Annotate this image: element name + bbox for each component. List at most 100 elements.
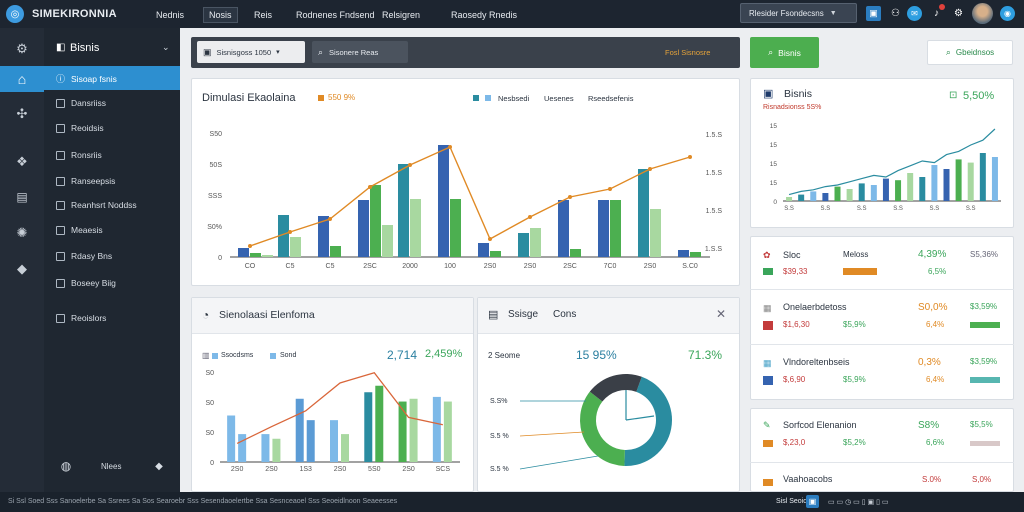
sidebar-footer[interactable]: Nlees — [101, 462, 122, 471]
bar — [786, 197, 793, 201]
trend-line — [236, 371, 443, 444]
x-tick-label: 100 — [444, 263, 456, 270]
leaf-icon: ✎ — [763, 420, 771, 430]
primary-button[interactable]: ⌕ Bisnis — [750, 37, 819, 68]
main-chart-title: Dimulasi Ekaolaina — [202, 92, 296, 104]
bar — [370, 185, 381, 257]
table-icon: ▤ — [488, 309, 499, 321]
legend-item: Uesenes — [544, 94, 574, 103]
bar — [979, 153, 986, 201]
y-tick-label: 0 — [210, 460, 214, 467]
trend-point — [648, 167, 652, 171]
settings-icon[interactable]: ⚙ — [954, 8, 963, 19]
x-tick-label: 2S0 — [334, 466, 347, 473]
right-chart-subtitle: Risnadsionss 5S% — [763, 104, 822, 111]
trend-point — [288, 230, 292, 234]
sidebar-item-label: Meaesis — [71, 225, 103, 235]
leader-line — [519, 455, 599, 470]
y-tick-label: 0 — [218, 255, 222, 262]
stat-row-col2: $5,9% — [843, 375, 866, 384]
sidebar-item-9[interactable]: Reoislors — [56, 313, 106, 323]
apps-icon[interactable]: ◉ — [1000, 6, 1015, 21]
x-tick-label: S.S — [966, 206, 976, 212]
sidebar-item-3[interactable]: Ronsriis — [56, 150, 102, 160]
x-tick-label: S.S — [930, 206, 940, 212]
sidebar-item-5[interactable]: Reanhsrt Noddss — [56, 200, 137, 210]
donut-slice — [624, 376, 672, 466]
account-dropdown[interactable]: Rlesider Fsondecsns ▼ — [740, 3, 857, 23]
sidebar-item-4[interactable]: Ranseepsis — [56, 176, 115, 186]
report-select[interactable]: ▣ Sisnisgoss 1050 ▾ — [197, 41, 305, 63]
sidebar-item-7[interactable]: Rdasy Bns — [56, 251, 112, 261]
stat-row-sub: $,23,0 — [783, 438, 806, 447]
clock-icon: ◔ — [202, 308, 210, 322]
right-chart-title: Bisnis — [784, 88, 813, 100]
stat-row-col2: $5,9% — [843, 320, 866, 329]
x-tick-label: S.S — [857, 206, 867, 212]
bar — [810, 191, 817, 201]
topnav-item-2[interactable]: Reis — [254, 10, 273, 20]
cog-icon[interactable]: ✺ — [16, 225, 28, 240]
tag-icon[interactable]: ◆ — [17, 261, 27, 276]
topnav-item-3[interactable]: Rodnenes Fndsend — [296, 10, 375, 20]
donut-chart — [519, 374, 672, 470]
sidebar-header[interactable]: Bisnis — [70, 42, 100, 54]
messages-icon[interactable]: ✉ — [907, 6, 922, 21]
topnav-item-0[interactable]: Nednis — [156, 10, 185, 20]
sidebar-item-8[interactable]: Boseey Biig — [56, 278, 116, 288]
sidebar-item-1[interactable]: Dansriiss — [56, 98, 106, 108]
avatar[interactable] — [972, 3, 993, 24]
trend-point — [608, 187, 612, 191]
home-icon[interactable]: ⌂ — [0, 66, 44, 92]
bar — [272, 438, 281, 462]
globe-icon[interactable]: ◍ — [60, 459, 72, 473]
trend-point — [248, 244, 252, 248]
monitor-icon[interactable]: ▣ — [806, 495, 819, 508]
sidebar-item-2[interactable]: Reoidsis — [56, 123, 104, 133]
checkbox-icon — [56, 123, 65, 133]
folder-icon[interactable]: ▤ — [16, 190, 28, 204]
stat-row-right: $3,59% — [970, 302, 998, 311]
bar — [330, 420, 338, 462]
screen-icon[interactable]: ▣ — [866, 6, 881, 21]
diamond-icon[interactable]: ◆ — [155, 460, 163, 472]
close-icon[interactable]: ✕ — [716, 307, 727, 321]
donut-slice — [589, 374, 642, 402]
stat-row-bar — [970, 441, 1000, 446]
card-header-bg — [478, 298, 739, 334]
main-chart-card: Dimulasi Ekaolaina 550 9% Nesbsedi Uesen… — [191, 78, 740, 286]
users-icon[interactable]: ❖ — [16, 154, 28, 169]
search-filter[interactable]: ⌕ Sisonere Reas — [312, 41, 408, 63]
stat1-label: 2 Seome — [488, 351, 521, 360]
stat-row-pct2: 6,4% — [926, 375, 945, 384]
legend-swatch — [270, 353, 276, 359]
sidebar-item-6[interactable]: Meaesis — [56, 225, 103, 235]
topnav-item-1[interactable]: Nosis — [203, 7, 238, 23]
legend-item: Rseedsefenis — [588, 94, 634, 103]
sidebar-item-0[interactable]: ⓘ Sisoap fsnis — [56, 72, 117, 85]
notifications-icon[interactable]: ♪ — [934, 8, 939, 19]
secondary-button[interactable]: ⌕ Gbeidnsos — [927, 40, 1013, 65]
chevron-down-icon[interactable]: ⌄ — [162, 42, 170, 52]
topnav-item-5[interactable]: Raosedy Rnedis — [451, 10, 518, 20]
checkbox-icon — [56, 98, 65, 108]
bar — [238, 248, 249, 257]
x-tick-label: S.S — [784, 206, 794, 212]
topnav-item-4[interactable]: Relsigren — [382, 10, 421, 20]
stat-row-right: $3,59% — [970, 357, 998, 366]
bar — [895, 180, 902, 201]
divider — [750, 289, 1014, 290]
user-icon[interactable]: ⚇ — [891, 8, 900, 19]
puzzle-icon[interactable]: ✣ — [16, 106, 28, 121]
bar — [438, 145, 449, 257]
bottom-mid-title: Ssisge — [508, 309, 539, 320]
bottom-left-card: ◔ Sienolaasi Elenfoma ▥ Ssocdsms Sond 2,… — [191, 297, 474, 492]
stat-row-col2: Meloss — [843, 250, 869, 259]
checkbox-icon — [56, 278, 65, 288]
x-tick-label: S.S — [893, 206, 903, 212]
y-tick-label: 0 — [773, 199, 777, 206]
bar — [846, 189, 853, 201]
sidebar-item-active[interactable] — [44, 66, 180, 90]
bar — [882, 178, 889, 201]
dashboard-icon[interactable]: ⚙ — [16, 41, 28, 56]
